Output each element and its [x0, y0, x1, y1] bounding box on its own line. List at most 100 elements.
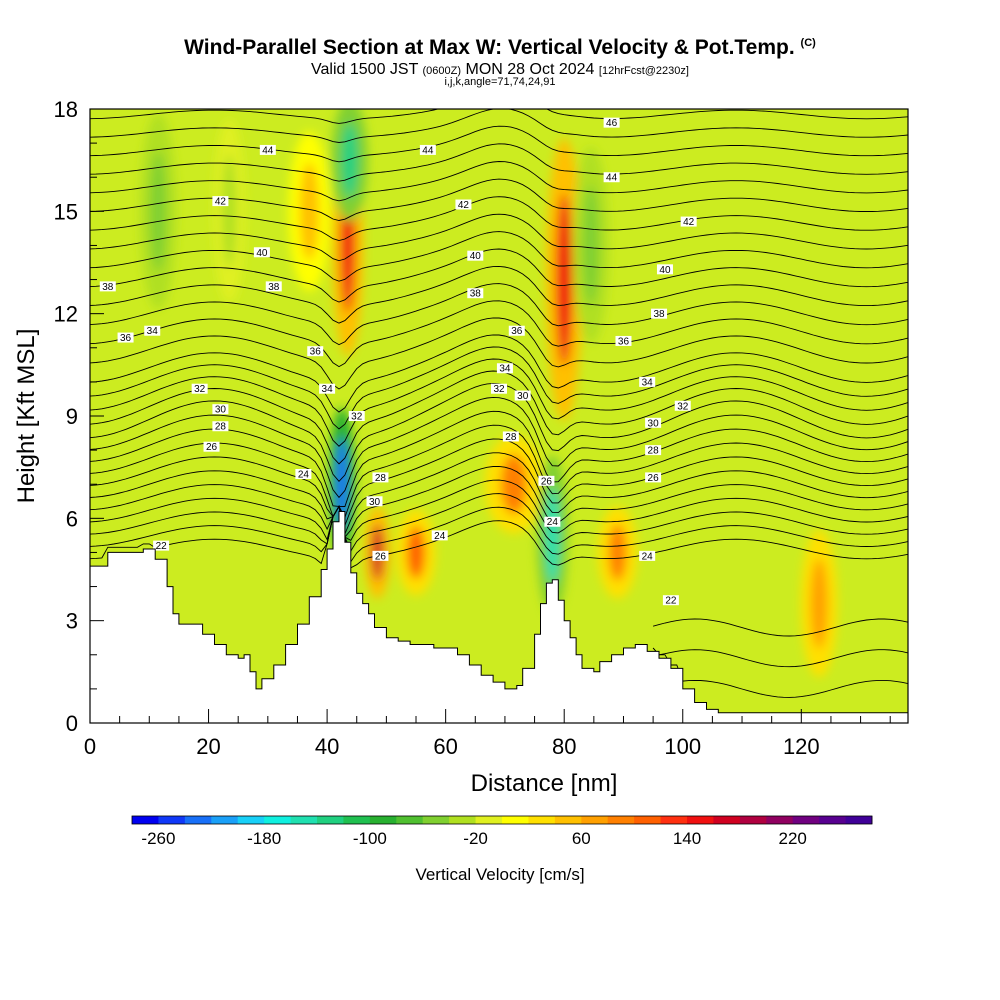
theta-label: 30 — [648, 418, 660, 429]
theta-contour-line — [90, 109, 908, 124]
theta-label: 40 — [470, 251, 482, 262]
theta-label-bg — [496, 363, 513, 374]
terrain — [90, 511, 908, 723]
theta-label: 36 — [120, 333, 132, 344]
theta-label: 34 — [147, 326, 159, 337]
updraft-cell — [608, 524, 627, 581]
colorbar-swatch — [184, 816, 212, 824]
theta-contour-line — [90, 505, 908, 569]
colorbar-swatch — [502, 816, 529, 824]
theta-contour-line — [90, 317, 908, 390]
y-tick-label: 6 — [66, 506, 78, 531]
theta-label: 24 — [298, 469, 310, 480]
theta-contour-line — [90, 465, 908, 539]
theta-label-bg — [467, 288, 484, 299]
x-tick-label: 20 — [196, 734, 220, 759]
theta-label: 26 — [375, 551, 387, 562]
theta-contour-line — [652, 618, 908, 637]
updraft-cell — [407, 526, 425, 579]
theta-label-bg — [348, 411, 365, 421]
theta-contour-line — [652, 647, 908, 698]
theta-contour-line — [90, 213, 908, 262]
colorbar-tick-label: 140 — [673, 829, 701, 848]
theta-contour-line — [90, 452, 908, 536]
colorbar-swatch — [369, 816, 397, 824]
theta-label: 40 — [256, 248, 268, 259]
colorbar-tick-label: -20 — [463, 829, 488, 848]
theta-label: 38 — [268, 282, 280, 293]
theta-label-bg — [307, 346, 324, 357]
updraft-cell — [810, 558, 828, 649]
colorbar-swatch — [475, 816, 503, 824]
theta-contour-line — [90, 37, 908, 66]
colorbar-swatch — [687, 816, 714, 824]
theta-label-bg — [117, 332, 134, 343]
colorbar-tick-label: -180 — [247, 829, 281, 848]
theta-contour-line — [90, 73, 908, 105]
y-tick-label: 12 — [54, 302, 78, 327]
chart-title: Wind-Parallel Section at Max W: Vertical… — [0, 36, 1000, 60]
colorbar-swatch — [290, 816, 318, 824]
colorbar-swatch — [660, 816, 688, 824]
colorbar: -260 -180 -100 -20 60 140 220 Vertical Velocity… — [131, 815, 873, 884]
colorbar-swatch — [713, 816, 741, 824]
theta-label: 22 — [156, 541, 168, 552]
theta-label: 38 — [102, 282, 114, 293]
theta-label-bg — [153, 540, 170, 551]
title-unit: (C) — [800, 37, 816, 49]
theta-label: 24 — [434, 531, 446, 542]
theta-label-bg — [99, 281, 116, 292]
theta-label: 22 — [665, 596, 677, 607]
colorbar-tick-label: -100 — [353, 829, 387, 848]
updraft-cell — [299, 162, 319, 261]
theta-label: 32 — [493, 384, 505, 395]
theta-contour-line — [90, 125, 908, 163]
theta-label: 26 — [206, 442, 218, 453]
theta-label-bg — [514, 390, 531, 401]
theta-label: 28 — [375, 473, 387, 484]
theta-label: 30 — [369, 497, 381, 508]
theta-label: 26 — [648, 473, 660, 484]
theta-label-bg — [508, 325, 525, 336]
theta-labels: 44 44 46 44 42 42 42 40 40 40 38 38 38 38 36 36 36 36 34 34… — [99, 117, 697, 607]
valid-time: Valid 1500 JST — [311, 61, 419, 78]
colorbar-swatch — [739, 816, 767, 824]
theta-label-bg — [455, 199, 472, 210]
colorbar-swatch — [449, 816, 476, 824]
theta-label: 28 — [505, 432, 517, 443]
colorbar-tick-label: 220 — [779, 829, 807, 848]
theta-label-bg — [212, 421, 229, 432]
theta-label-bg — [645, 445, 662, 456]
colorbar-swatch — [158, 816, 186, 824]
theta-label-bg — [502, 431, 519, 442]
theta-contour-line — [90, 161, 908, 202]
theta-label-bg — [419, 144, 436, 155]
theta-label: 34 — [642, 377, 654, 388]
valid-utc: (0600Z) — [422, 65, 462, 77]
title-text: Wind-Parallel Section at Max W: Vertical… — [184, 36, 795, 59]
theta-label-bg — [265, 281, 282, 292]
theta-label-bg — [662, 595, 679, 606]
theta-label-bg — [544, 516, 561, 527]
plot-area: 44 44 46 44 42 42 42 40 40 40 38 38 38 38 36 36 36 36 34 34… — [90, 19, 908, 723]
theta-label-bg — [212, 404, 229, 415]
theta-label-bg — [603, 172, 620, 183]
theta-contour-line — [90, 283, 908, 346]
theta-label: 26 — [541, 476, 553, 487]
x-tick-label: 0 — [84, 734, 96, 759]
theta-contour-line — [90, 346, 908, 430]
colorbar-frame — [131, 815, 873, 825]
y-tick-label: 3 — [66, 609, 78, 634]
colorbar-swatch — [554, 816, 582, 824]
theta-contour-line — [90, 19, 908, 48]
downdraft-cell — [582, 185, 600, 306]
theta-label: 28 — [215, 422, 227, 433]
colorbar-swatch — [607, 816, 635, 824]
theta-contour-line — [90, 196, 908, 241]
theta-label: 32 — [677, 401, 689, 412]
theta-label-bg — [191, 383, 208, 394]
colorbar-swatch — [766, 816, 794, 824]
colorbar-swatch — [581, 816, 609, 824]
theta-label: 28 — [648, 446, 660, 457]
theta-label: 42 — [215, 197, 227, 208]
